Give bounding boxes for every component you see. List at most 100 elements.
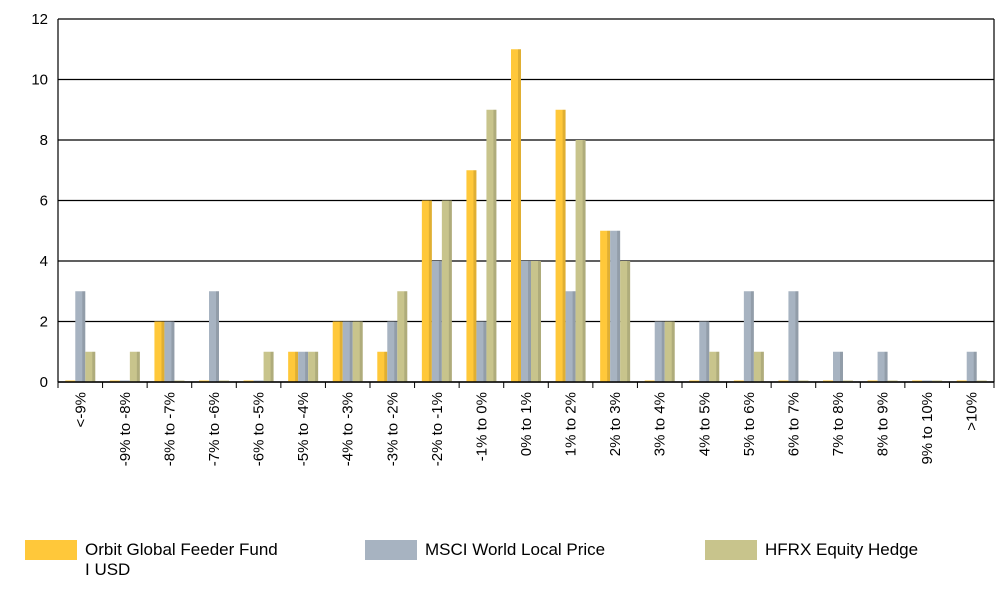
bar-shade: [572, 291, 576, 382]
legend-label-msci: MSCI World Local Price: [425, 540, 606, 559]
y-tick-label-12: 12: [31, 11, 48, 28]
bar-shade: [483, 321, 487, 382]
bar-3-1: [209, 291, 219, 382]
bar-8-2: [441, 200, 452, 382]
bar-shade: [315, 351, 319, 382]
bar-20-1: [966, 351, 977, 382]
bar-fill: [387, 321, 398, 382]
axes: [57, 19, 995, 388]
bar-9-2: [486, 109, 497, 382]
bar-shade: [359, 321, 363, 382]
x-tick-label-5: -5% to -4%: [295, 392, 312, 466]
bar-6-1: [342, 321, 353, 382]
bar-1-2: [129, 351, 140, 382]
bar-fill: [421, 200, 432, 382]
bar-fill: [466, 170, 477, 382]
x-tick-label-11: 1% to 2%: [563, 392, 580, 456]
bar-shade: [339, 321, 343, 382]
y-tick-label-4: 4: [40, 253, 48, 270]
x-tick-labels: <-9% -9% to -8% -8% to -7% -7% to -6% -6% to…: [72, 392, 980, 466]
bar-fill: [753, 351, 764, 382]
bar-11-0: [555, 109, 566, 382]
bar-10-1: [521, 261, 531, 382]
y-tick-label-2: 2: [40, 314, 48, 331]
bar-shade: [973, 351, 977, 382]
bar-2-1: [164, 321, 175, 382]
bar-13-2: [664, 321, 675, 382]
bar-fill: [75, 291, 86, 382]
bar-16-1: [788, 291, 799, 382]
bar-shade: [795, 291, 799, 382]
bar-shade: [661, 321, 665, 382]
bar-fill: [377, 351, 388, 382]
bar-12-2: [620, 261, 631, 382]
bar-shade: [617, 230, 621, 382]
y-tick-labels: 0 2 4 6 8 10 12: [31, 11, 48, 391]
bar-fill: [709, 351, 720, 382]
bar-11-1: [565, 291, 576, 382]
bar-fill: [788, 291, 799, 382]
bar-4-2: [263, 351, 274, 382]
histogram-chart: 0 2 4 6 8 10 12 <-9% -9% to -8% -8% to -7% -7% to…: [31, 11, 995, 466]
bar-shade: [270, 351, 274, 382]
bar-shade: [538, 261, 541, 382]
bar-fill: [288, 351, 299, 382]
bar-shade: [528, 261, 531, 382]
bars: [65, 49, 987, 382]
bar-8-0: [421, 200, 432, 382]
x-tick-label-12: 2% to 3%: [607, 392, 624, 456]
bar-fill: [620, 261, 631, 382]
bar-shade: [473, 170, 477, 382]
bar-fill: [654, 321, 665, 382]
bar-fill: [511, 49, 521, 382]
bar-9-1: [476, 321, 487, 382]
x-tick-label-0: <-9%: [72, 392, 89, 427]
x-tick-label-7: -3% to -2%: [384, 392, 401, 466]
bar-shade: [384, 351, 388, 382]
bar-shade: [349, 321, 353, 382]
y-tick-label-10: 10: [31, 72, 48, 89]
bar-shade: [884, 351, 888, 382]
x-tick-label-1: -9% to -8%: [117, 392, 134, 466]
bar-shade: [706, 321, 710, 382]
y-tick-label-0: 0: [40, 374, 48, 391]
bar-12-0: [600, 230, 611, 382]
bar-15-1: [743, 291, 754, 382]
legend-label-orbit: Orbit Global Feeder Fund I USD: [85, 540, 278, 579]
x-tick-label-20: >10%: [964, 392, 981, 431]
bar-fill: [664, 321, 675, 382]
bar-fill: [743, 291, 754, 382]
bar-18-1: [877, 351, 888, 382]
x-tick-label-3: -7% to -6%: [206, 392, 223, 466]
x-tick-label-10: 0% to 1%: [518, 392, 535, 456]
x-tick-label-2: -8% to -7%: [161, 392, 178, 466]
bar-fill: [833, 351, 843, 382]
legend-swatch-msci: [365, 540, 417, 560]
bar-shade: [562, 109, 566, 382]
bar-fill: [352, 321, 363, 382]
bar-fill: [441, 200, 452, 382]
bar-fill: [85, 351, 96, 382]
legend-item-hfrx: HFRX Equity Hedge: [705, 540, 995, 560]
x-tick-label-4: -6% to -5%: [251, 392, 268, 466]
bar-6-0: [332, 321, 343, 382]
bar-fill: [263, 351, 274, 382]
bar-shade: [518, 49, 521, 382]
bar-fill: [154, 321, 165, 382]
bar-shade: [295, 351, 299, 382]
bar-7-0: [377, 351, 388, 382]
bar-15-2: [753, 351, 764, 382]
x-tick-label-13: 3% to 4%: [652, 392, 669, 456]
bar-shade: [216, 291, 219, 382]
bar-fill: [332, 321, 343, 382]
bar-fill: [129, 351, 140, 382]
bar-shade: [760, 351, 764, 382]
bar-shade: [671, 321, 675, 382]
bar-5-1: [298, 351, 309, 382]
bar-fill: [565, 291, 576, 382]
x-tick-label-8: -2% to -1%: [429, 392, 446, 466]
bar-6-2: [352, 321, 363, 382]
bar-fill: [431, 261, 442, 382]
bar-11-2: [575, 140, 586, 382]
bar-shade: [404, 291, 408, 382]
